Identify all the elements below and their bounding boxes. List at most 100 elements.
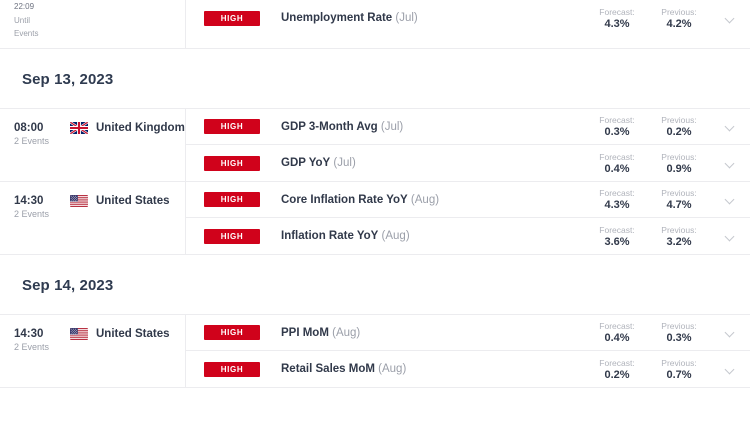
forecast-value: 0.4%	[604, 162, 630, 175]
group-events-count: 2 Events	[14, 209, 50, 219]
forecast-stat: Forecast: 0.4%	[586, 320, 648, 345]
impact-badge-high[interactable]: HIGH	[204, 155, 260, 171]
days-container: Sep 13, 2023 08:00 2 Events United Kingdom H…	[0, 49, 750, 388]
time-block: 22:09 Until Events	[14, 0, 70, 40]
partial-events-label: Events	[14, 29, 39, 38]
event-row[interactable]: HIGH PPI MoM (Aug) Forecast: 0.4% Previous: 0…	[186, 315, 750, 351]
forecast-stat: Forecast: 4.3%	[586, 6, 648, 31]
previous-label: Previous:	[661, 6, 697, 17]
event-row[interactable]: HIGH Core Inflation Rate YoY (Aug) Forecas…	[186, 182, 750, 218]
event-period: (Aug)	[328, 326, 361, 339]
previous-label: Previous:	[661, 357, 697, 368]
chevron-down-icon	[726, 122, 735, 131]
expand-row-button[interactable]	[710, 122, 750, 131]
forecast-label: Forecast:	[599, 151, 635, 162]
group-left-column: 22:09 Until Events	[0, 0, 186, 48]
group-right-column: HIGH PPI MoM (Aug) Forecast: 0.4% Previous: 0…	[186, 315, 750, 387]
expand-row-button[interactable]	[710, 195, 750, 204]
event-row[interactable]: HIGH GDP YoY (Jul) Forecast: 0.4% Previous: 0…	[186, 145, 750, 181]
expand-row-button[interactable]	[710, 232, 750, 241]
forecast-label: Forecast:	[599, 6, 635, 17]
group-right-column: HIGH GDP 3-Month Avg (Jul) Forecast: 0.3% Pr…	[186, 109, 750, 181]
expand-row-button[interactable]	[710, 365, 750, 374]
country-cell[interactable]: United States	[70, 194, 170, 207]
forecast-stat: Forecast: 0.2%	[586, 357, 648, 382]
impact-badge-high[interactable]: HIGH	[204, 192, 260, 207]
forecast-label: Forecast:	[599, 115, 635, 125]
chevron-down-icon	[726, 328, 735, 337]
time-block: 14:30 2 Events	[14, 327, 70, 354]
previous-stat: Previous: 0.7%	[648, 357, 710, 382]
event-title[interactable]: GDP YoY (Jul)	[278, 157, 586, 169]
impact-cell: HIGH	[186, 155, 278, 171]
event-row[interactable]: HIGH Inflation Rate YoY (Aug) Forecast: 3.6…	[186, 218, 750, 254]
event-title[interactable]: Inflation Rate YoY (Aug)	[278, 230, 586, 242]
event-row[interactable]: HIGH Unemployment Rate (Jul) Forecast: 4…	[186, 0, 750, 36]
previous-stat: Previous: 4.7%	[648, 187, 710, 212]
group-time: 08:00	[14, 122, 44, 134]
event-title[interactable]: Core Inflation Rate YoY (Aug)	[278, 194, 586, 206]
event-group: 14:30 2 Events United States HIGH PPI MoM (A…	[0, 314, 750, 388]
spacer	[0, 255, 750, 277]
previous-value: 0.9%	[666, 162, 692, 175]
event-row[interactable]: HIGH Retail Sales MoM (Aug) Forecast: 0.2% P…	[186, 351, 750, 387]
spacer	[0, 88, 750, 108]
expand-row-button[interactable]	[710, 328, 750, 337]
forecast-value: 0.3%	[604, 126, 630, 138]
impact-badge-high[interactable]: HIGH	[204, 325, 260, 340]
group-time: 14:30	[14, 328, 44, 340]
previous-value: 0.3%	[666, 332, 692, 344]
forecast-value: 0.4%	[604, 332, 630, 344]
impact-badge-high[interactable]: HIGH	[204, 361, 260, 377]
partial-until-label: Until	[14, 16, 31, 25]
previous-stat: Previous: 4.2%	[648, 6, 710, 31]
chevron-down-icon	[726, 159, 735, 168]
impact-cell: HIGH	[186, 228, 278, 244]
chevron-down-icon	[726, 365, 735, 374]
spacer	[0, 294, 750, 314]
country-cell[interactable]: United States	[70, 327, 170, 340]
impact-cell: HIGH	[186, 10, 278, 26]
impact-badge-high[interactable]: HIGH	[204, 119, 260, 134]
event-title[interactable]: PPI MoM (Aug)	[278, 327, 586, 339]
country-name: United Kingdom	[96, 122, 185, 134]
country-name: United States	[96, 328, 170, 340]
country-name: United States	[96, 195, 170, 207]
previous-stat: Previous: 0.2%	[648, 114, 710, 139]
impact-badge-high[interactable]: HIGH	[204, 10, 260, 26]
event-title[interactable]: GDP 3-Month Avg (Jul)	[278, 121, 586, 133]
forecast-value: 4.3%	[604, 199, 630, 211]
group-right-column: HIGH Core Inflation Rate YoY (Aug) Forecas…	[186, 182, 750, 254]
previous-label: Previous:	[661, 321, 697, 331]
forecast-label: Forecast:	[599, 321, 635, 331]
forecast-value: 4.3%	[604, 17, 630, 30]
event-name: PPI MoM	[281, 326, 329, 339]
forecast-label: Forecast:	[599, 224, 635, 235]
forecast-value: 0.2%	[604, 368, 630, 381]
forecast-label: Forecast:	[599, 188, 635, 198]
event-title[interactable]: Retail Sales MoM (Aug)	[278, 363, 586, 375]
impact-cell: HIGH	[186, 119, 278, 134]
event-row[interactable]: HIGH GDP 3-Month Avg (Jul) Forecast: 0.3% Pr…	[186, 109, 750, 145]
event-name: Inflation Rate YoY	[281, 230, 379, 242]
previous-value: 4.7%	[666, 199, 692, 211]
expand-row-button[interactable]	[710, 14, 750, 23]
event-period: (Jul)	[377, 120, 404, 133]
impact-cell: HIGH	[186, 361, 278, 377]
previous-stat: Previous: 3.2%	[648, 224, 710, 249]
impact-cell: HIGH	[186, 325, 278, 340]
forecast-stat: Forecast: 3.6%	[586, 224, 648, 249]
time-block: 14:30 2 Events	[14, 194, 70, 221]
partial-time: 22:09	[14, 2, 35, 11]
spacer	[0, 49, 750, 71]
event-period: (Jul)	[330, 157, 356, 169]
flag-uk-icon	[70, 122, 88, 134]
expand-row-button[interactable]	[710, 159, 750, 168]
previous-stat: Previous: 0.9%	[648, 151, 710, 176]
event-name: Unemployment Rate	[281, 12, 393, 24]
group-left-column: 14:30 2 Events United States	[0, 182, 186, 254]
impact-badge-high[interactable]: HIGH	[204, 228, 260, 244]
country-cell[interactable]: United Kingdom	[70, 121, 185, 134]
event-title[interactable]: Unemployment Rate (Jul)	[278, 12, 586, 24]
date-heading: Sep 14, 2023	[22, 277, 114, 294]
